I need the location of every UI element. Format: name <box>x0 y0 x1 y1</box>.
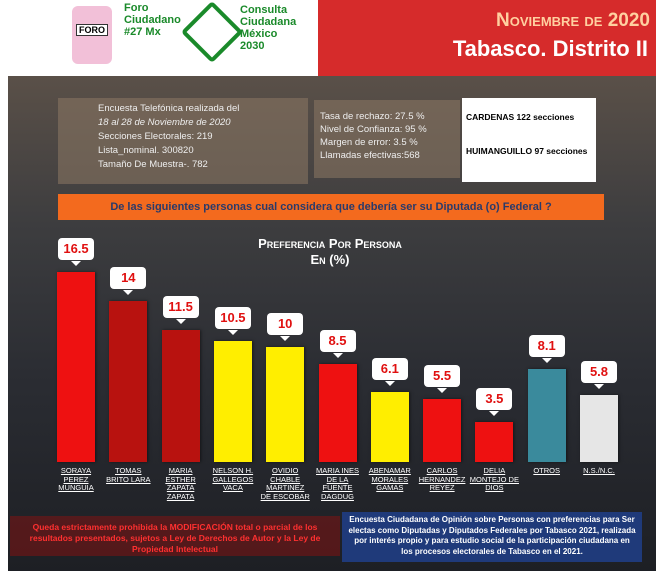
bar <box>371 392 409 462</box>
survey-line: Secciones Electorales: 219 <box>98 130 308 144</box>
survey-line: Encuesta Telefónica realizada del <box>98 102 308 116</box>
question: De las siguientes personas cual consider… <box>58 194 604 220</box>
stats-line: Llamadas efectivas:568 <box>320 149 460 162</box>
category-label: OVIDIO CHABLE MARTINEZ DE ESCOBAR <box>260 467 310 501</box>
foro-line: Ciudadano <box>124 14 181 26</box>
category-label: DELIA MONTEJO DE DIOS <box>469 467 519 493</box>
value-label: 11.5 <box>163 296 199 318</box>
page: FORO ForoCiudadano#27 Mx ConsultaCiudada… <box>0 0 660 571</box>
stats-line: Margen de error: 3.5 % <box>320 136 460 149</box>
category-label: NELSON H. GALLEGOS VACA <box>208 467 258 493</box>
sections-line: HUIMANGUILLO 97 secciones <box>466 134 592 168</box>
consulta-line: 2030 <box>240 40 296 52</box>
stats-line: Tasa de rechazo: 27.5 % <box>320 110 460 123</box>
bar <box>580 395 618 462</box>
survey-description: Encuesta Ciudadana de Opinión sobre Pers… <box>342 512 642 562</box>
category-label: SORAYA PEREZ MUNGUIA <box>51 467 101 493</box>
category-label: ABENAMAR MORALES GAMAS <box>365 467 415 493</box>
bar <box>266 347 304 462</box>
district: Tabasco. Distrito II <box>320 36 648 62</box>
category-label: MARIA INES DE LA FUENTE DAGDUG <box>313 467 363 501</box>
value-label: 6.1 <box>372 358 408 380</box>
value-label: 5.8 <box>581 361 617 383</box>
foro-line: #27 Mx <box>124 26 181 38</box>
chart-subtitle: En (%) <box>200 252 460 267</box>
survey-line: 18 al 28 de Noviembre de 2020 <box>98 116 308 130</box>
survey-line: Lista_nominal. 300820 <box>98 144 308 158</box>
category-label: CARLOS HERNANDEZ REYEZ <box>417 467 467 493</box>
stats-box: Tasa de rechazo: 27.5 %Nivel de Confianz… <box>314 100 460 178</box>
value-label: 8.1 <box>529 335 565 357</box>
survey-line: Tamaño De Muestra-. 782 <box>98 158 308 172</box>
bar <box>109 301 147 462</box>
category-label: N.S./N.C. <box>574 467 624 476</box>
bar <box>57 272 95 462</box>
sections-line: CARDENAS 122 secciones <box>466 100 592 134</box>
consulta-line: Consulta <box>240 4 296 16</box>
value-label: 16.5 <box>58 238 94 260</box>
foro-line: Foro <box>124 2 181 14</box>
logo: FORO <box>72 6 112 64</box>
bar <box>423 399 461 462</box>
bar <box>319 364 357 462</box>
value-label: 14 <box>110 267 146 289</box>
bar <box>528 369 566 462</box>
value-label: 10 <box>267 313 303 335</box>
copyright-note: Queda estrictamente prohibida la MODIFIC… <box>10 516 340 556</box>
value-label: 3.5 <box>476 388 512 410</box>
logo-text: FORO <box>76 24 108 36</box>
bar <box>162 330 200 462</box>
category-label: TOMAS BRITO LARA <box>103 467 153 484</box>
consulta-line: Ciudadana <box>240 16 296 28</box>
bar <box>475 422 513 462</box>
chart-title: Preferencia Por Persona <box>200 236 460 251</box>
category-label: MARIA ESTHER ZAPATA ZAPATA <box>156 467 206 501</box>
stats-line: Nivel de Confianza: 95 % <box>320 123 460 136</box>
category-label: OTROS <box>522 467 572 476</box>
value-label: 10.5 <box>215 307 251 329</box>
value-label: 5.5 <box>424 365 460 387</box>
month: Noviembre de 2020 <box>320 10 650 32</box>
consulta-line: México <box>240 28 296 40</box>
bar <box>214 341 252 462</box>
consulta-logo <box>181 1 243 63</box>
value-label: 8.5 <box>320 330 356 352</box>
